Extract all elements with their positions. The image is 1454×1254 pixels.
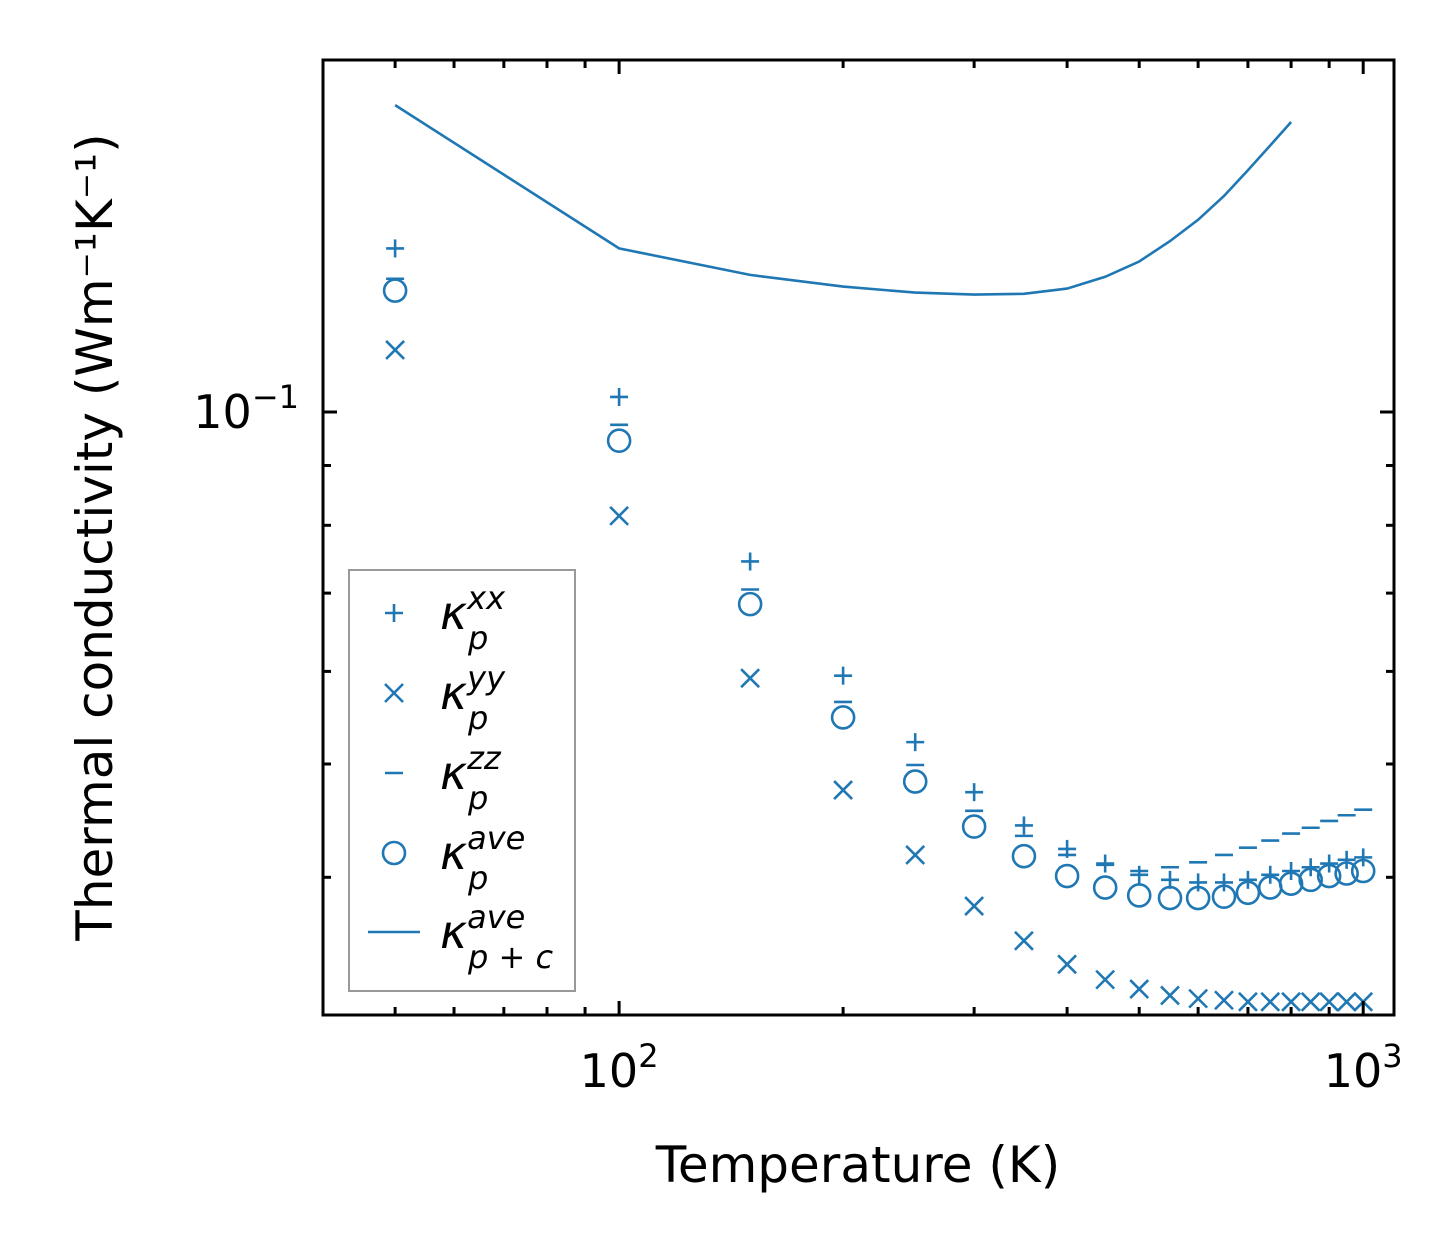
- data-point-kxx: [1238, 870, 1257, 889]
- data-point-kyy: [1014, 930, 1034, 951]
- data-point-kxx: [1301, 858, 1320, 877]
- y-tick-label: 10−1: [193, 378, 299, 439]
- data-point-kxx: [1189, 873, 1208, 892]
- legend-label: κave p: [440, 819, 525, 897]
- x-tick-label: 103: [1324, 1037, 1403, 1098]
- legend-marker-x: [384, 683, 404, 703]
- data-point-kyy: [609, 505, 630, 526]
- data-point-kxx: [834, 666, 853, 685]
- data-point-kave: [1211, 884, 1237, 910]
- data-point-kxx: [906, 733, 925, 752]
- data-point-kxx: [1320, 854, 1339, 873]
- data-point-kave: [1334, 861, 1359, 886]
- data-point-kyy: [1319, 991, 1340, 1012]
- data-point-kave: [1054, 863, 1080, 889]
- data-point-kxx: [1261, 865, 1280, 884]
- legend-item-kxx: κxx p: [385, 579, 506, 657]
- data-point-kave: [1298, 867, 1323, 893]
- legend-label: κzz p: [440, 739, 502, 817]
- data-point-kave: [737, 591, 763, 617]
- data-point-kyy: [964, 896, 985, 916]
- data-point-kyy: [1300, 991, 1321, 1012]
- y-axis-label: Thermal conductivity (Wm⁻¹K⁻¹): [66, 133, 124, 941]
- data-point-kave: [1157, 885, 1183, 911]
- data-point-kxx: [1354, 848, 1373, 867]
- series-kyy: [385, 340, 1374, 1012]
- data-point-kave: [382, 278, 408, 303]
- data-point-kave: [1092, 875, 1118, 900]
- data-point-kave: [1278, 871, 1304, 896]
- x-tick-label: 102: [580, 1037, 659, 1098]
- legend-label: κxx p: [440, 579, 506, 657]
- legend-box: [348, 569, 576, 992]
- data-point-kave: [1235, 880, 1261, 906]
- data-point-kxx: [741, 552, 760, 571]
- x-axis-label: Temperature (K): [655, 1136, 1060, 1194]
- data-point-kyy: [1281, 991, 1302, 1012]
- data-point-kave: [1316, 863, 1342, 889]
- data-point-kyy: [740, 668, 761, 689]
- data-point-kave: [902, 769, 928, 794]
- series-line-kave_pc: [394, 104, 1293, 296]
- data-point-kyy: [1188, 988, 1209, 1009]
- data-point-kxx: [610, 387, 629, 406]
- data-point-kyy: [1129, 979, 1150, 999]
- data-point-kave: [606, 428, 632, 454]
- data-point-kxx: [386, 239, 405, 258]
- data-point-kave: [961, 814, 987, 839]
- axis-ticks: [321, 58, 1394, 1015]
- series-kzz: [386, 277, 1373, 873]
- legend-label: κyy p: [440, 659, 506, 737]
- data-point-kave: [830, 705, 856, 730]
- data-point-kyy: [1238, 991, 1258, 1012]
- legend-item-kave_pc: κave p + c: [368, 898, 553, 976]
- legend-label: κave p + c: [440, 898, 553, 976]
- data-point-kxx: [1282, 861, 1301, 880]
- data-point-kyy: [1260, 991, 1281, 1012]
- data-point-kyy: [1336, 991, 1357, 1012]
- data-point-kyy: [385, 340, 406, 360]
- data-point-kave: [1011, 843, 1037, 869]
- data-point-kyy: [1214, 990, 1234, 1011]
- legend-item-kyy: κyy p: [384, 659, 506, 737]
- data-point-kave: [1185, 885, 1211, 911]
- data-point-kyy: [1160, 985, 1180, 1006]
- data-point-kxx: [1337, 850, 1356, 869]
- legend-marker-plus: [385, 604, 403, 622]
- data-point-kyy: [905, 845, 926, 865]
- data-point-kxx: [1014, 816, 1033, 835]
- series-kave: [382, 278, 1376, 911]
- data-point-kxx: [965, 783, 984, 802]
- data-point-kxx: [1214, 873, 1233, 892]
- plot-area: [382, 104, 1376, 1012]
- data-point-kyy: [833, 780, 854, 800]
- tick-labels: 102 103 10−1: [193, 378, 1402, 1098]
- data-point-kyy: [1057, 954, 1078, 975]
- legend-item-kave: κave p: [381, 819, 525, 897]
- legend-marker-circle: [381, 840, 407, 866]
- data-point-kave: [1350, 858, 1376, 884]
- data-point-kave: [1126, 883, 1152, 908]
- data-point-kxx: [1130, 865, 1149, 884]
- data-point-kyy: [1095, 969, 1116, 990]
- legend-item-kzz: κzz p: [385, 739, 502, 817]
- plot-frame: [321, 58, 1396, 1017]
